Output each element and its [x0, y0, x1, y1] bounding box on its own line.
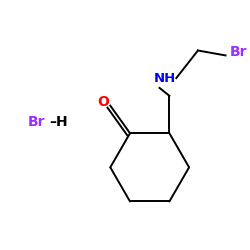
- Text: NH: NH: [153, 72, 176, 85]
- Text: Br: Br: [28, 115, 45, 129]
- Text: O: O: [98, 95, 109, 109]
- Text: –H: –H: [49, 115, 68, 129]
- Text: Br: Br: [230, 46, 247, 60]
